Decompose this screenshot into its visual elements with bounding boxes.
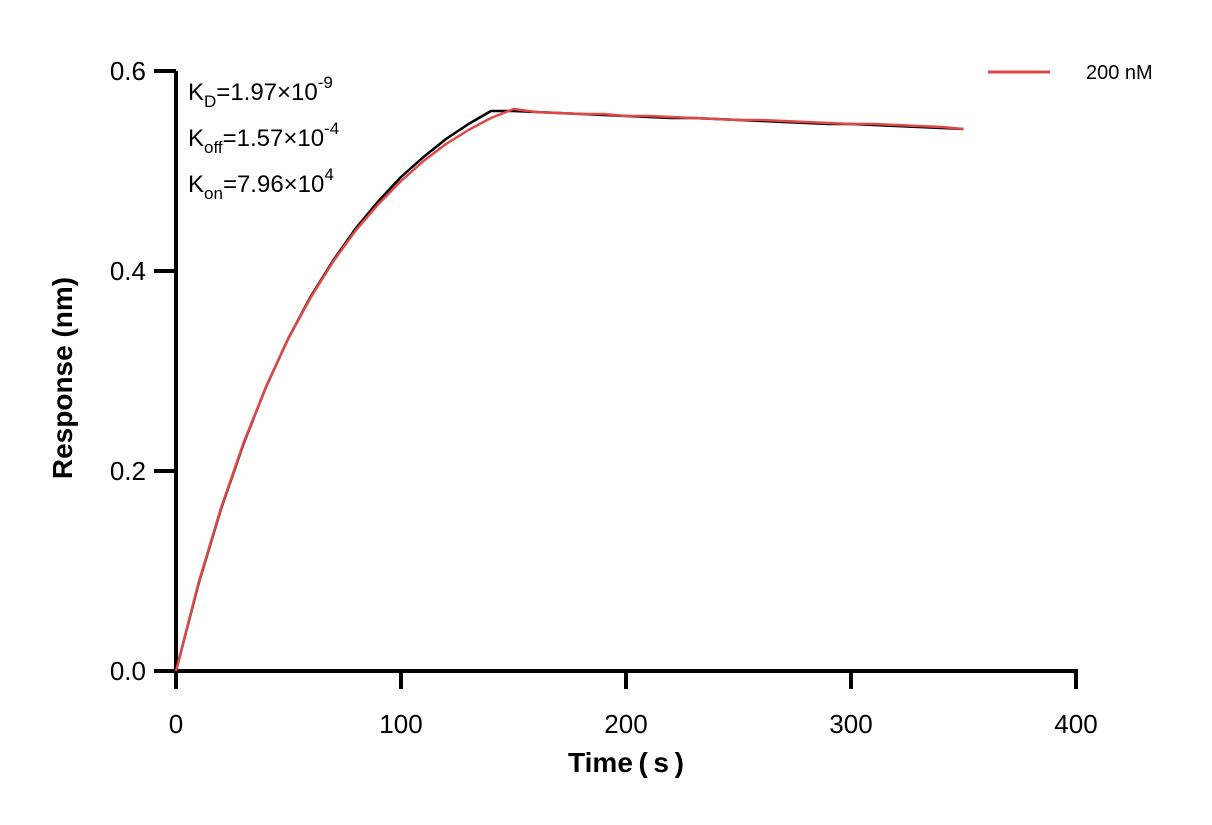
data-curve-layer (174, 107, 964, 672)
annotation-koff-subscript: off (204, 138, 223, 157)
legend: 200 nM (988, 62, 1153, 84)
x-tick-label-1: 100 (379, 709, 422, 739)
annotation-kon-subscript: on (204, 184, 223, 203)
y-tick-label-0: 0.0 (110, 656, 146, 686)
x-tick-label-3: 300 (829, 709, 872, 739)
annotation-kon: Kon=7.96×104 (188, 165, 334, 203)
x-tick-label-0: 0 (169, 709, 183, 739)
y-tick-label-3: 0.6 (110, 56, 146, 86)
annotation-kon-exponent: 4 (324, 165, 333, 184)
legend-label: 200 nM (1086, 62, 1153, 84)
annotation-koff: Koff=1.57×10-4 (188, 119, 339, 157)
y-axis-title: Response (nm) (47, 277, 78, 479)
annotation-kd-symbol: K (188, 79, 204, 106)
y-tick-label-2: 0.4 (110, 256, 146, 286)
y-tick-label-1: 0.2 (110, 456, 146, 486)
x-axis-title: Time ( s ) (568, 747, 684, 778)
annotation-koff-symbol: K (188, 125, 204, 152)
series-200nm-line (174, 107, 964, 672)
annotation-kon-value: =7.96×10 (223, 171, 324, 198)
annotation-kd-exponent: -9 (318, 73, 333, 92)
axes (154, 69, 1078, 689)
x-tick-label-4: 400 (1054, 709, 1097, 739)
annotation-kd-value: =1.97×10 (216, 79, 317, 106)
annotation-koff-value: =1.57×10 (223, 125, 324, 152)
annotation-kd-subscript: D (204, 92, 216, 111)
x-tick-label-2: 200 (604, 709, 647, 739)
annotation-koff-exponent: -4 (324, 119, 339, 138)
annotation-kon-symbol: K (188, 171, 204, 198)
annotation-kd: KD=1.97×10-9 (188, 73, 333, 111)
tick-labels: 0 100 200 300 400 0.0 0.2 0.4 0.6 (110, 56, 1098, 739)
